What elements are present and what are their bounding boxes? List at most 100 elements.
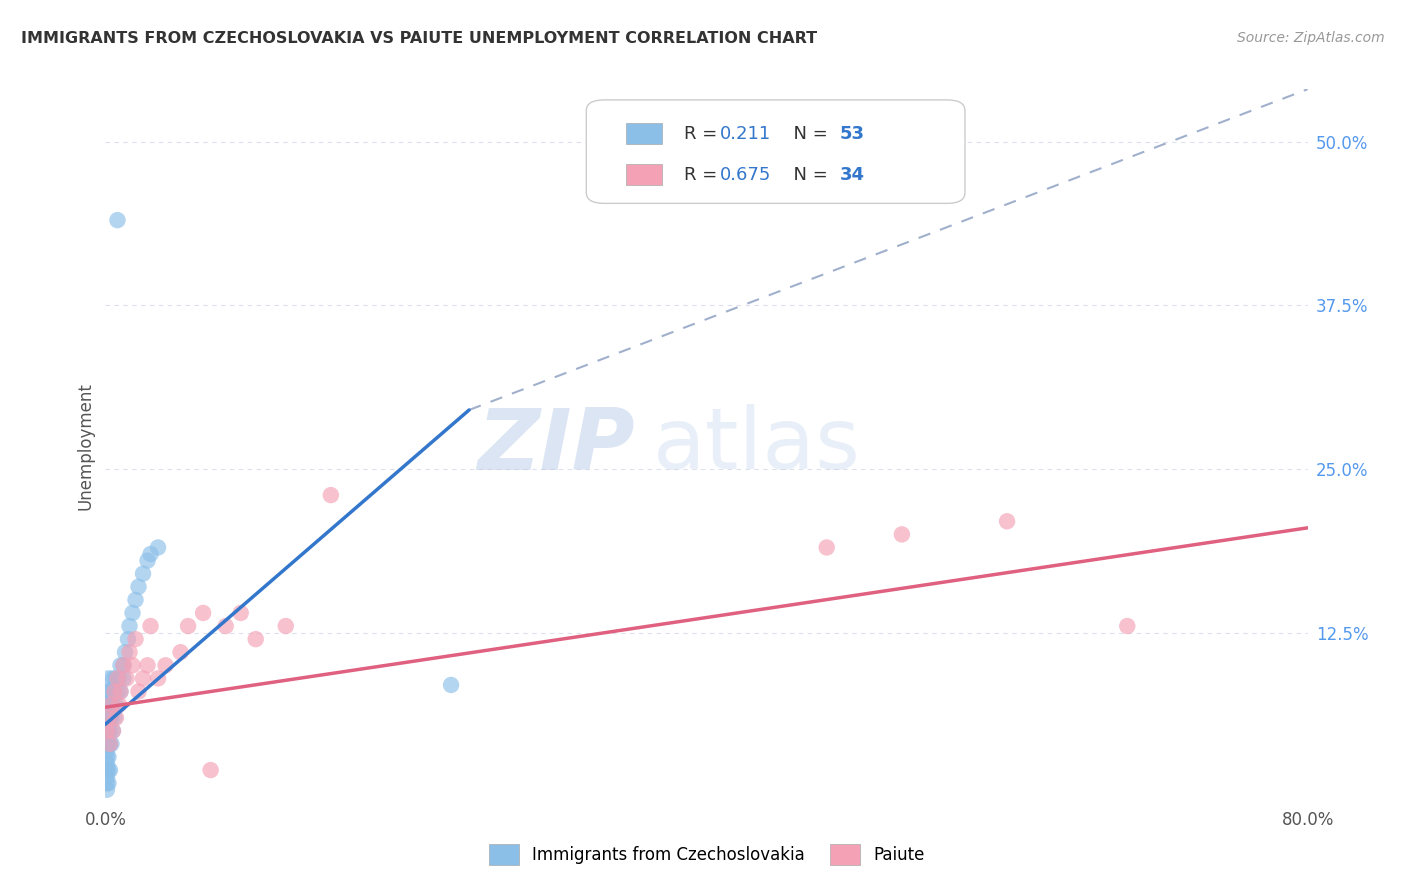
Point [214,619,236,633]
FancyBboxPatch shape [586,100,965,203]
Point [139,547,162,561]
Text: 0.211: 0.211 [720,125,770,143]
Y-axis label: Unemployment: Unemployment [76,382,94,510]
Point [100,711,122,725]
Point [117,632,139,647]
Point [97,737,120,751]
Point [96,763,118,777]
Point [97,763,120,777]
Point [98,763,121,777]
Point [1116,619,1139,633]
Point [96,770,118,784]
Text: ZIP: ZIP [477,404,634,488]
Point [97,776,120,790]
Text: N =: N = [782,166,834,184]
Point [121,658,143,673]
Text: N =: N = [782,125,834,143]
Point [100,698,122,712]
Point [104,698,127,712]
Point [98,684,121,698]
Point [98,723,121,738]
Point [103,684,125,698]
Point [169,645,191,659]
Point [107,684,129,698]
Point [96,782,118,797]
Text: 53: 53 [839,125,865,143]
Point [890,527,912,541]
Point [101,698,124,712]
Point [128,580,150,594]
Legend: Immigrants from Czechoslovakia, Paiute: Immigrants from Czechoslovakia, Paiute [481,836,932,873]
Point [97,723,120,738]
Point [97,711,120,725]
Point [155,658,177,673]
Point [96,743,118,757]
Text: R =: R = [683,125,723,143]
Point [96,723,118,738]
Point [319,488,342,502]
Point [96,756,118,771]
Point [101,672,124,686]
FancyBboxPatch shape [626,123,662,145]
Point [114,645,136,659]
Point [107,213,129,227]
Point [96,750,118,764]
Point [995,514,1018,528]
Point [98,737,121,751]
Point [98,737,121,751]
Point [136,553,159,567]
Point [101,723,124,738]
Point [104,711,127,725]
Text: 0.675: 0.675 [720,166,770,184]
Point [124,592,146,607]
Point [112,672,135,686]
Point [97,711,120,725]
Point [112,658,135,673]
Text: R =: R = [683,166,723,184]
Text: 34: 34 [839,166,865,184]
Point [103,684,125,698]
Point [118,619,141,633]
Point [97,750,120,764]
Point [274,619,297,633]
Point [96,711,118,725]
Text: IMMIGRANTS FROM CZECHOSLOVAKIA VS PAIUTE UNEMPLOYMENT CORRELATION CHART: IMMIGRANTS FROM CZECHOSLOVAKIA VS PAIUTE… [21,31,817,46]
Point [98,698,121,712]
Point [200,763,222,777]
Point [124,632,146,647]
Point [97,684,120,698]
Point [96,776,118,790]
Point [136,658,159,673]
FancyBboxPatch shape [626,164,662,186]
Point [107,672,129,686]
Point [108,672,131,686]
Point [146,541,169,555]
Point [104,672,127,686]
Text: Source: ZipAtlas.com: Source: ZipAtlas.com [1237,31,1385,45]
Point [132,566,155,581]
Point [96,737,118,751]
Point [146,672,169,686]
Point [100,684,122,698]
Text: atlas: atlas [652,404,860,488]
Point [98,711,121,725]
Point [139,619,162,633]
Point [97,698,120,712]
Point [108,698,131,712]
Point [229,606,252,620]
Point [115,672,138,686]
Point [110,684,132,698]
Point [100,737,122,751]
Point [97,672,120,686]
Point [96,723,118,738]
Point [128,684,150,698]
Point [132,672,155,686]
Point [191,606,214,620]
Point [121,606,143,620]
Point [110,684,132,698]
Point [177,619,200,633]
Point [103,711,125,725]
Point [440,678,463,692]
Point [815,541,838,555]
Point [112,658,135,673]
